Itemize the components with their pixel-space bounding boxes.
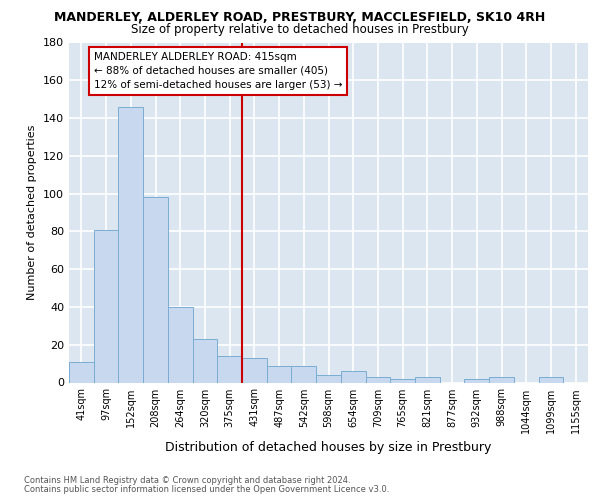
Bar [464,378,489,382]
Bar [217,356,242,382]
Text: MANDERLEY ALDERLEY ROAD: 415sqm
← 88% of detached houses are smaller (405)
12% o: MANDERLEY ALDERLEY ROAD: 415sqm ← 88% of… [94,52,342,90]
Y-axis label: Number of detached properties: Number of detached properties [28,125,37,300]
Bar [489,377,514,382]
Bar [242,358,267,382]
Bar [267,366,292,382]
Bar [193,339,217,382]
Text: Contains HM Land Registry data © Crown copyright and database right 2024.: Contains HM Land Registry data © Crown c… [24,476,350,485]
Text: Size of property relative to detached houses in Prestbury: Size of property relative to detached ho… [131,22,469,36]
Bar [118,106,143,382]
Bar [390,378,415,382]
Text: Contains public sector information licensed under the Open Government Licence v3: Contains public sector information licen… [24,485,389,494]
Bar [316,375,341,382]
Bar [365,377,390,382]
Bar [292,366,316,382]
Bar [94,230,118,382]
Bar [143,198,168,382]
X-axis label: Distribution of detached houses by size in Prestbury: Distribution of detached houses by size … [166,441,491,454]
Bar [415,377,440,382]
Bar [539,377,563,382]
Bar [168,307,193,382]
Bar [69,362,94,382]
Bar [341,371,365,382]
Text: MANDERLEY, ALDERLEY ROAD, PRESTBURY, MACCLESFIELD, SK10 4RH: MANDERLEY, ALDERLEY ROAD, PRESTBURY, MAC… [55,11,545,24]
